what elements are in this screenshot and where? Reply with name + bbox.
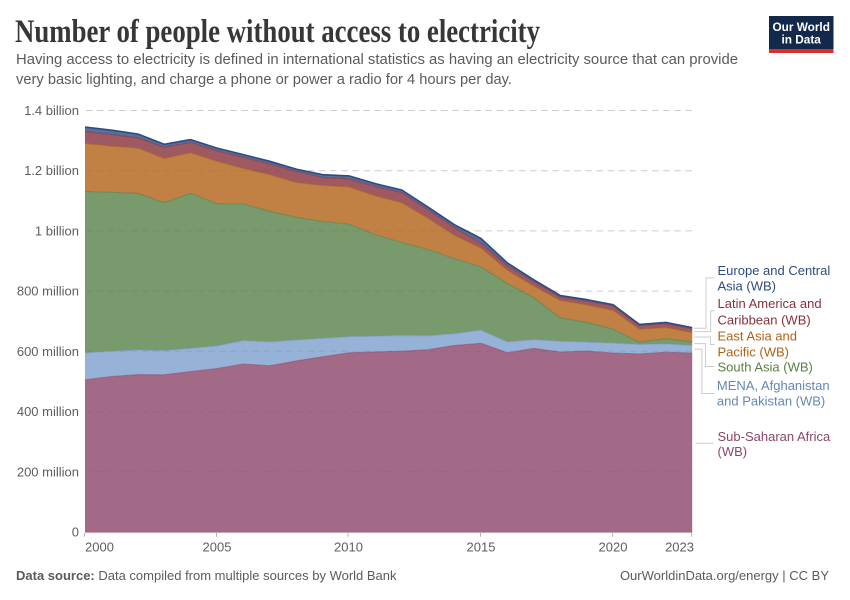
svg-text:200 million: 200 million — [17, 464, 79, 479]
svg-text:1.4 billion: 1.4 billion — [24, 103, 79, 118]
svg-text:Caribbean (WB): Caribbean (WB) — [718, 312, 811, 327]
svg-text:2020: 2020 — [599, 540, 628, 555]
svg-text:Our World: Our World — [772, 20, 829, 34]
svg-text:in Data: in Data — [782, 33, 822, 47]
svg-text:and Pakistan (WB): and Pakistan (WB) — [717, 393, 825, 408]
svg-text:800 million: 800 million — [17, 284, 79, 299]
svg-text:2010: 2010 — [334, 540, 363, 555]
svg-text:Pacific (WB): Pacific (WB) — [718, 344, 790, 359]
svg-text:1 billion: 1 billion — [35, 223, 79, 238]
svg-text:Asia (WB): Asia (WB) — [718, 278, 777, 293]
svg-text:Number of people without acces: Number of people without access to elect… — [15, 14, 540, 50]
svg-text:0: 0 — [72, 525, 79, 540]
svg-text:1.2 billion: 1.2 billion — [24, 163, 79, 178]
svg-text:400 million: 400 million — [17, 404, 79, 419]
svg-text:South Asia (WB): South Asia (WB) — [718, 360, 813, 375]
svg-text:Sub-Saharan Africa: Sub-Saharan Africa — [718, 429, 832, 444]
svg-text:very basic lighting, and charg: very basic lighting, and charge a phone … — [16, 72, 512, 88]
svg-text:OurWorldinData.org/energy | CC: OurWorldinData.org/energy | CC BY — [620, 568, 829, 583]
svg-text:Data source: Data compiled fro: Data source: Data compiled from multiple… — [16, 568, 397, 583]
svg-text:(WB): (WB) — [718, 444, 748, 459]
svg-text:East Asia and: East Asia and — [718, 329, 798, 344]
svg-text:Europe and Central: Europe and Central — [718, 263, 831, 278]
svg-text:600 million: 600 million — [17, 344, 79, 359]
svg-text:2015: 2015 — [467, 540, 496, 555]
svg-text:Latin America and: Latin America and — [718, 296, 822, 311]
svg-text:2023: 2023 — [665, 540, 694, 555]
svg-text:2000: 2000 — [85, 540, 114, 555]
svg-text:MENA, Afghanistan: MENA, Afghanistan — [717, 378, 830, 393]
svg-text:2005: 2005 — [203, 540, 232, 555]
svg-text:Having access to electricity i: Having access to electricity is defined … — [16, 52, 738, 68]
